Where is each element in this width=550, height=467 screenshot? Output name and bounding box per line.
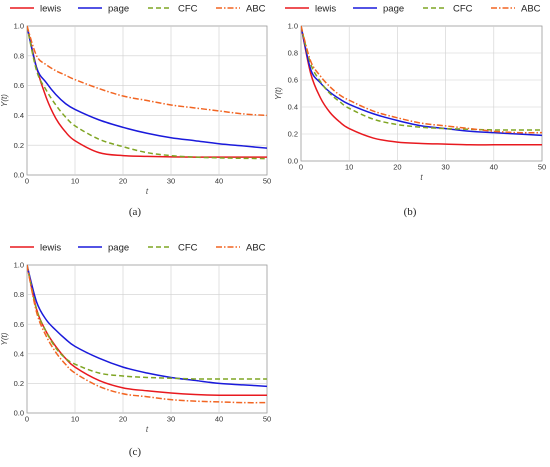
series-line-lewis xyxy=(27,25,267,158)
x-axis-label: t xyxy=(146,425,149,434)
legend-label-page: page xyxy=(108,243,129,254)
x-tick-label: 30 xyxy=(167,177,175,186)
chart-panel-2: lewis page CFC ABC 0 10 20 30 40 50 0.0 0.2 0.4 0.6 0.… xyxy=(274,4,546,219)
legend-label-ABC: ABC xyxy=(521,4,541,15)
series-line-CFC xyxy=(27,25,267,160)
x-tick-label: 10 xyxy=(71,177,79,186)
series-line-lewis xyxy=(27,264,267,397)
legend-label-ABC: ABC xyxy=(246,4,266,15)
plot-area xyxy=(26,264,268,414)
chart-panel-1: lewis page CFC ABC 0 10 20 30 40 50 0.0 0.2 0.4 0.6 0.… xyxy=(0,4,271,219)
legend-label-page: page xyxy=(383,4,404,15)
x-tick-label: 50 xyxy=(263,415,271,424)
legend-label-ABC: ABC xyxy=(246,243,266,254)
panel-caption: (c) xyxy=(129,446,142,458)
x-tick-label: 0 xyxy=(25,177,29,186)
panel-caption: (a) xyxy=(129,206,142,218)
x-tick-label: 10 xyxy=(71,415,79,424)
y-tick-label: 0.8 xyxy=(288,49,298,58)
y-tick-label: 0.0 xyxy=(14,409,24,418)
x-tick-label: 20 xyxy=(393,163,401,172)
y-tick-label: 1.0 xyxy=(14,22,24,31)
legend-label-CFC: CFC xyxy=(178,243,198,254)
series-line-CFC xyxy=(301,25,542,131)
x-tick-label: 20 xyxy=(119,415,127,424)
y-tick-label: 0.4 xyxy=(288,103,298,112)
y-tick-label: 0.2 xyxy=(14,141,24,150)
y-tick-label: 0.6 xyxy=(288,76,298,85)
x-axis-label: t xyxy=(420,173,423,182)
panel-caption: (b) xyxy=(404,206,417,218)
series-line-page xyxy=(27,25,267,149)
y-tick-label: 1.0 xyxy=(14,261,24,270)
series-line-ABC xyxy=(301,25,542,134)
x-tick-label: 50 xyxy=(538,163,546,172)
legend-label-lewis: lewis xyxy=(40,243,61,254)
y-tick-label: 0.8 xyxy=(14,51,24,60)
x-axis-label: t xyxy=(146,187,149,196)
x-tick-label: 10 xyxy=(345,163,353,172)
y-tick-label: 0.2 xyxy=(14,379,24,388)
y-axis-label: Y(t) xyxy=(274,87,283,100)
legend-label-page: page xyxy=(108,4,129,15)
x-tick-label: 40 xyxy=(490,163,498,172)
chart-panel-3: lewis page CFC ABC 0 10 20 30 40 50 0.0 0.2 0.4 0.6 0.… xyxy=(0,243,271,459)
y-tick-label: 0.4 xyxy=(14,111,24,120)
x-tick-label: 20 xyxy=(119,177,127,186)
y-tick-label: 0.0 xyxy=(14,171,24,180)
y-tick-label: 0.6 xyxy=(14,81,24,90)
x-tick-label: 0 xyxy=(25,415,29,424)
series-line-ABC xyxy=(27,264,267,404)
plot-area xyxy=(300,25,543,162)
x-tick-label: 40 xyxy=(215,415,223,424)
legend-label-lewis: lewis xyxy=(315,4,336,15)
x-tick-label: 40 xyxy=(215,177,223,186)
y-tick-label: 0.4 xyxy=(14,349,24,358)
series-line-page xyxy=(301,25,542,137)
legend-label-CFC: CFC xyxy=(453,4,473,15)
series-line-lewis xyxy=(301,25,542,146)
x-tick-label: 30 xyxy=(441,163,449,172)
y-tick-label: 0.0 xyxy=(288,157,298,166)
y-tick-label: 1.0 xyxy=(288,22,298,31)
x-tick-label: 0 xyxy=(299,163,303,172)
legend-label-CFC: CFC xyxy=(178,4,198,15)
x-tick-label: 30 xyxy=(167,415,175,424)
legend-label-lewis: lewis xyxy=(40,4,61,15)
x-tick-label: 50 xyxy=(263,177,271,186)
y-tick-label: 0.8 xyxy=(14,290,24,299)
series-line-ABC xyxy=(27,25,267,117)
y-tick-label: 0.6 xyxy=(14,320,24,329)
series-line-CFC xyxy=(27,264,267,380)
y-axis-label: Y(t) xyxy=(0,94,9,107)
y-tick-label: 0.2 xyxy=(288,130,298,139)
y-axis-label: Y(t) xyxy=(0,332,9,345)
series-line-page xyxy=(27,264,267,388)
